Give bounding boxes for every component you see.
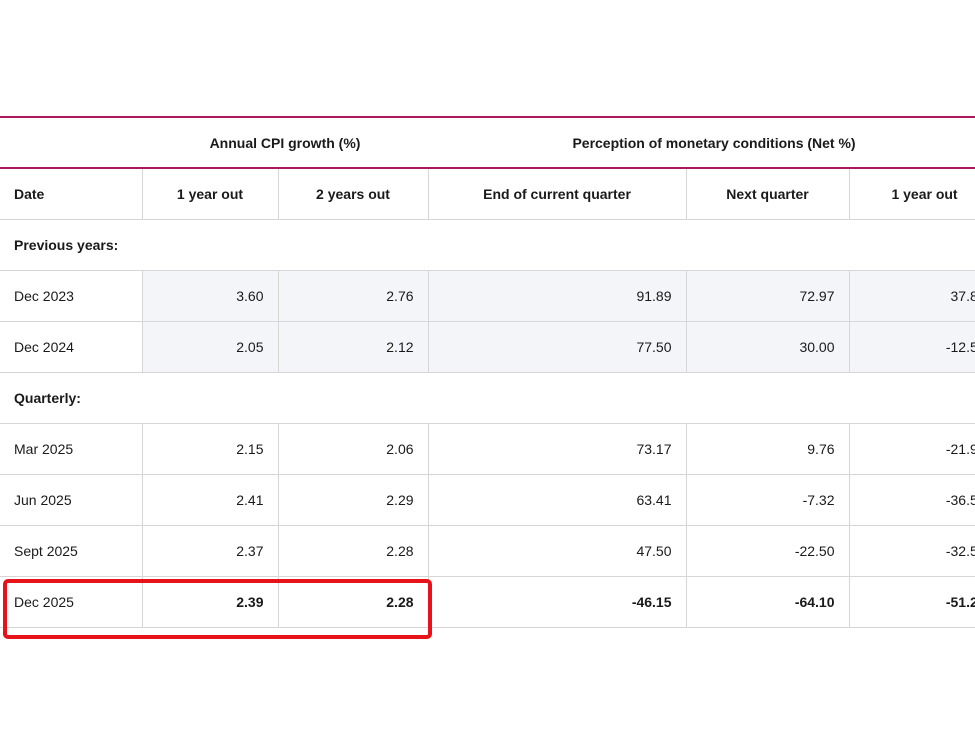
- section-row: Previous years:: [0, 218, 975, 271]
- section-label: Previous years:: [0, 218, 975, 271]
- column-header-row: Date 1 year out 2 years out End of curre…: [0, 168, 975, 220]
- date-cell: Dec 2025: [0, 575, 143, 628]
- date-cell: Sept 2025: [0, 524, 143, 577]
- value-cell: -7.32: [685, 473, 850, 526]
- value-cell: -21.95: [848, 422, 975, 475]
- value-cell: 63.41: [427, 473, 687, 526]
- highlight-box: [3, 579, 432, 639]
- value-cell: 2.06: [277, 422, 429, 475]
- column-header: 2 years out: [277, 168, 429, 220]
- group-header-row: Annual CPI growth (%) Perception of mone…: [0, 116, 975, 169]
- value-cell: -46.15: [427, 575, 687, 628]
- section-row: Quarterly:: [0, 371, 975, 424]
- date-cell: Jun 2025: [0, 473, 143, 526]
- column-header: Next quarter: [685, 168, 850, 220]
- value-cell: -36.59: [848, 473, 975, 526]
- value-cell: 72.97: [685, 269, 850, 322]
- group-header-cpi: Annual CPI growth (%): [142, 116, 429, 169]
- value-cell: 91.89: [427, 269, 687, 322]
- value-cell: 3.60: [141, 269, 279, 322]
- column-header: 1 year out: [141, 168, 279, 220]
- value-cell: 2.05: [141, 320, 279, 373]
- value-cell: 2.39: [141, 575, 279, 628]
- value-cell: 47.50: [427, 524, 687, 577]
- value-cell: 9.76: [685, 422, 850, 475]
- column-header: Date: [0, 168, 143, 220]
- value-cell: 2.15: [141, 422, 279, 475]
- date-cell: Dec 2024: [0, 320, 143, 373]
- value-cell: 2.37: [141, 524, 279, 577]
- value-cell: -22.50: [685, 524, 850, 577]
- value-cell: -51.28: [848, 575, 975, 628]
- value-cell: -64.10: [685, 575, 850, 628]
- value-cell: 30.00: [685, 320, 850, 373]
- value-cell: 37.84: [848, 269, 975, 322]
- value-cell: -32.50: [848, 524, 975, 577]
- date-cell: Mar 2025: [0, 422, 143, 475]
- survey-table: Annual CPI growth (%) Perception of mone…: [0, 116, 975, 628]
- group-header-empty: [0, 116, 142, 169]
- column-header: End of current quarter: [427, 168, 687, 220]
- section-label: Quarterly:: [0, 371, 975, 424]
- value-cell: 2.76: [277, 269, 429, 322]
- value-cell: 2.41: [141, 473, 279, 526]
- value-cell: 2.12: [277, 320, 429, 373]
- value-cell: 2.28: [277, 524, 429, 577]
- column-header: 1 year out: [848, 168, 975, 220]
- value-cell: 73.17: [427, 422, 687, 475]
- date-cell: Dec 2023: [0, 269, 143, 322]
- value-cell: 77.50: [427, 320, 687, 373]
- value-cell: 2.28: [277, 575, 429, 628]
- group-header-monetary: Perception of monetary conditions (Net %…: [428, 116, 975, 169]
- value-cell: 2.29: [277, 473, 429, 526]
- value-cell: -12.50: [848, 320, 975, 373]
